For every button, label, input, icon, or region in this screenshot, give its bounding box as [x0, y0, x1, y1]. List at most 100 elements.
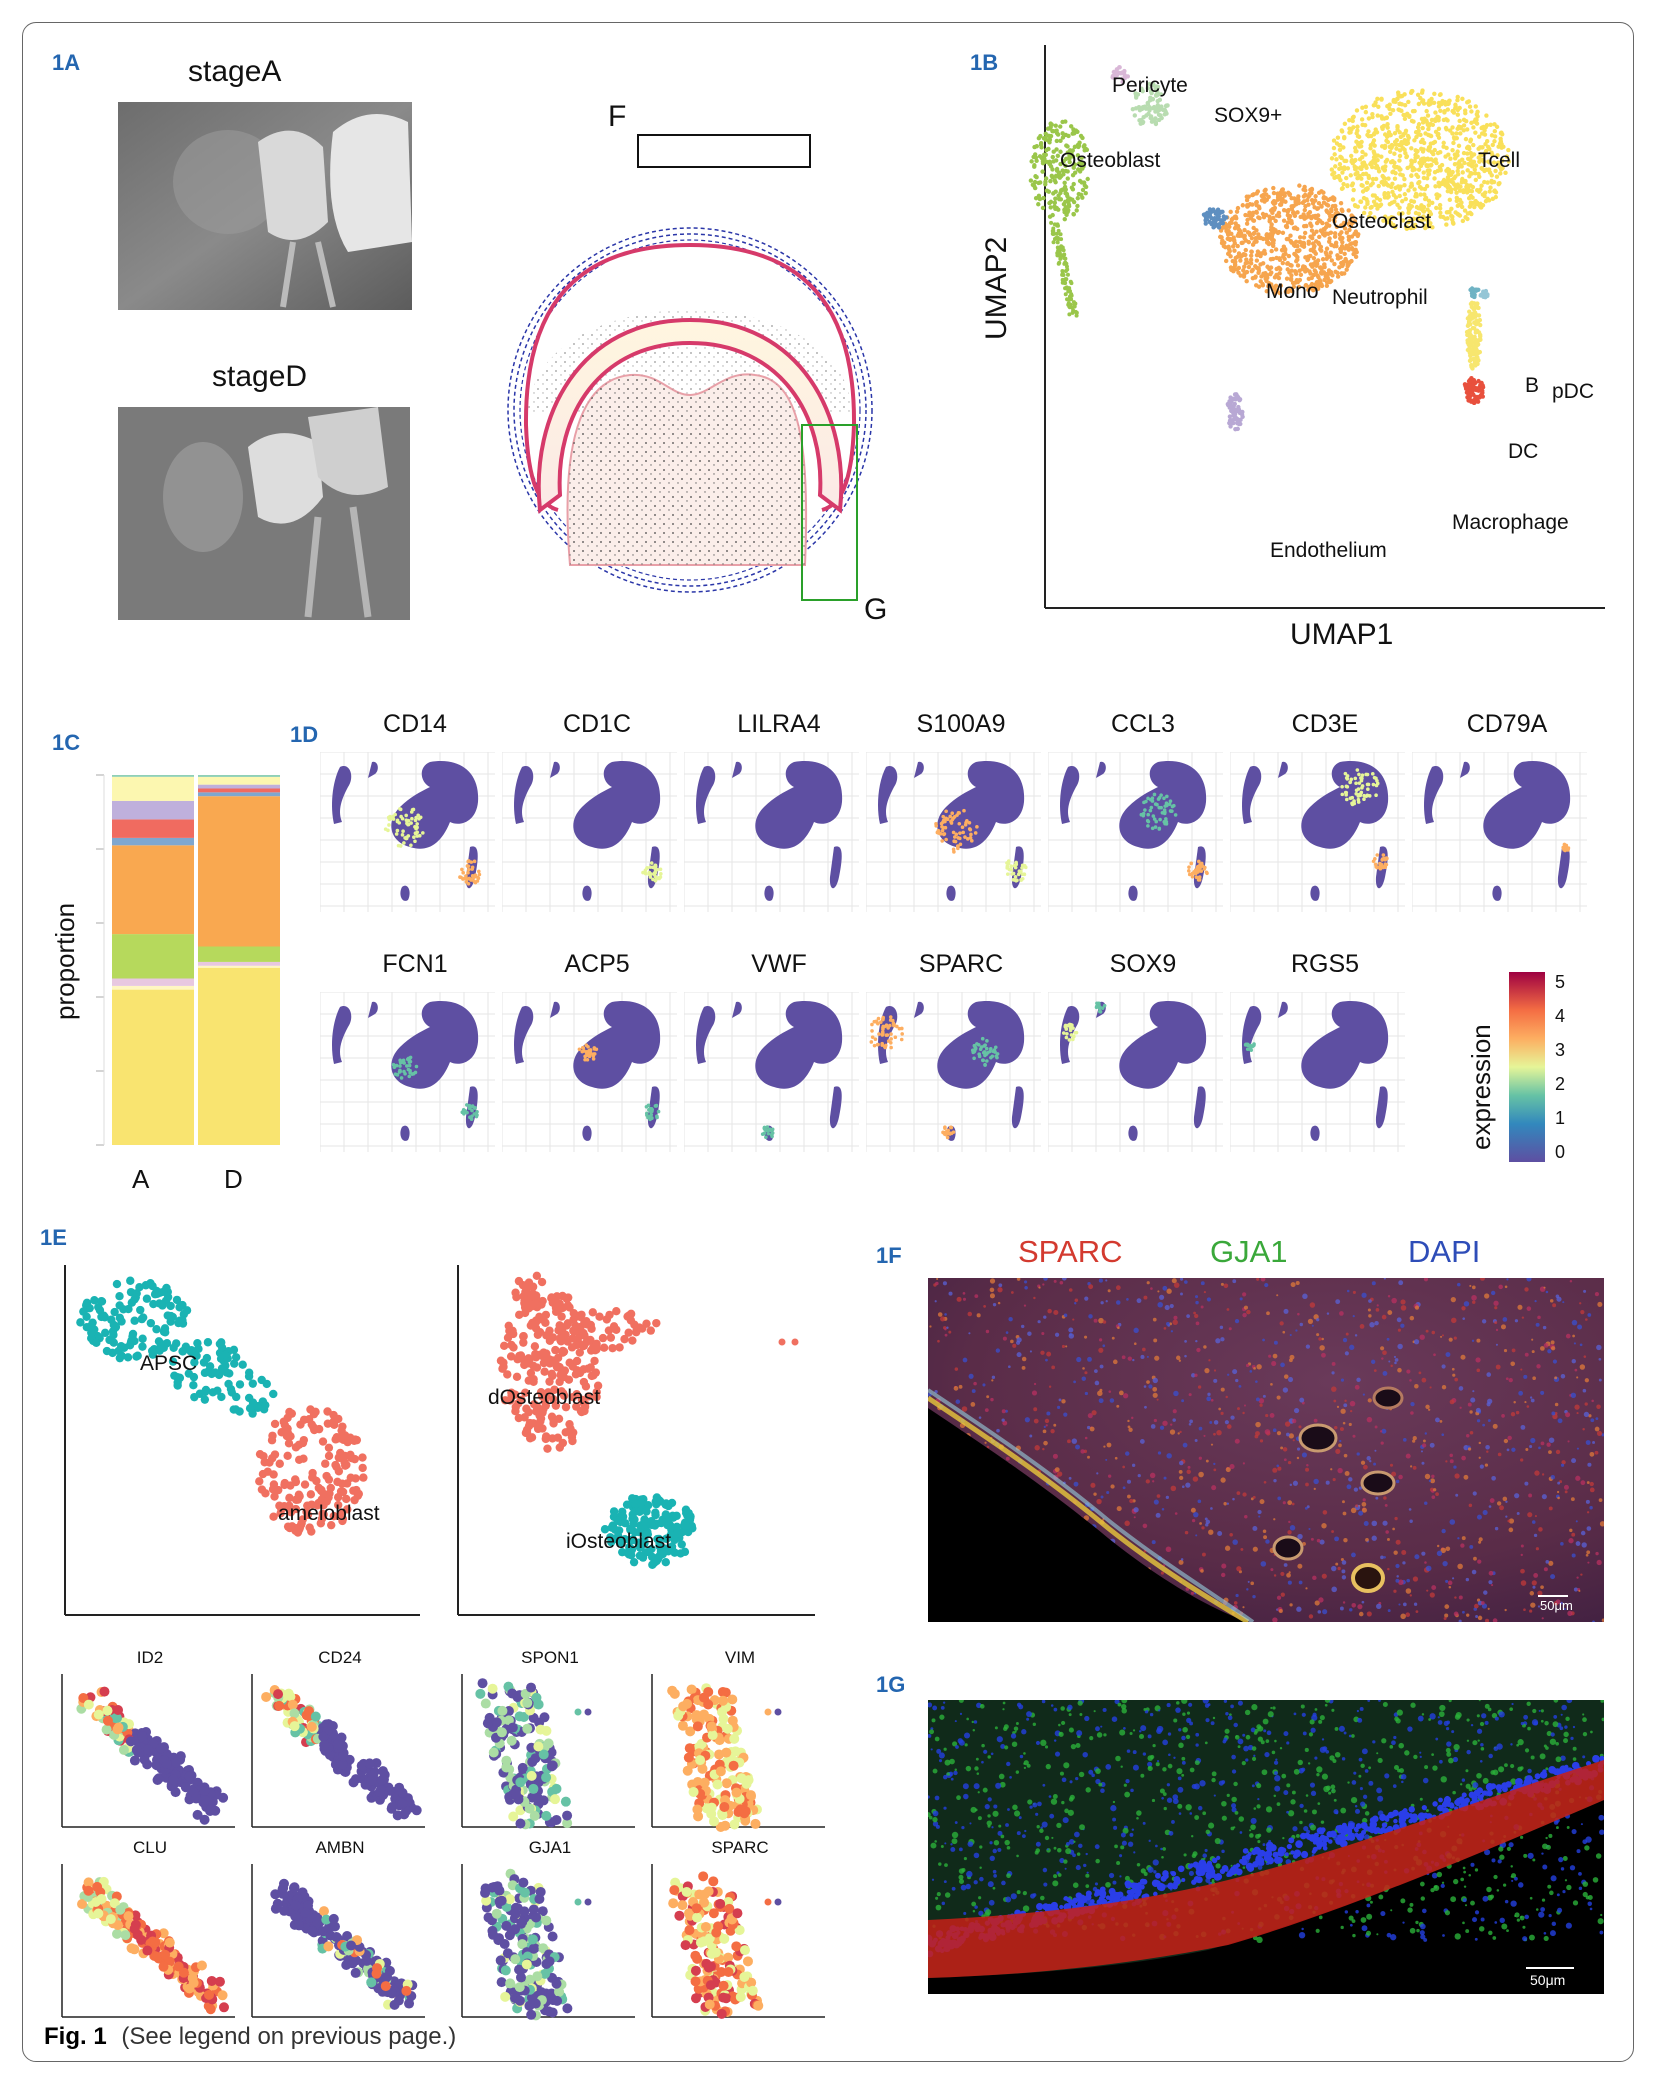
umap-point: [1506, 147, 1511, 153]
expression-point: [1146, 824, 1150, 828]
umap-point: [1376, 183, 1381, 189]
stage-a-label: stageA: [188, 55, 282, 88]
expression-point: [948, 814, 953, 819]
cell-point: [117, 1351, 126, 1360]
feature-plot: [1048, 992, 1223, 1152]
expression-point: [1371, 782, 1376, 787]
cell-point: [651, 1508, 660, 1517]
umap-point: [1448, 172, 1453, 178]
umap-point: [1363, 109, 1369, 115]
umap-point: [1064, 212, 1069, 218]
cell-point: [102, 1715, 113, 1726]
umap-point: [1298, 272, 1304, 277]
umap-point: [1330, 204, 1336, 209]
stack-segment: [112, 978, 194, 986]
umap-point: [1339, 128, 1344, 133]
cell-point: [196, 1960, 207, 1971]
umap-point: [1488, 122, 1493, 127]
umap-point: [1310, 236, 1315, 241]
expression-point: [764, 1135, 768, 1140]
cell-point: [90, 1296, 99, 1305]
umap-point: [1452, 182, 1457, 187]
expression-point: [476, 875, 480, 880]
umap-point: [1392, 151, 1397, 156]
expression-point: [1357, 792, 1361, 797]
cell-point: [727, 1694, 738, 1705]
umap-point: [1460, 96, 1465, 102]
umap-point: [1449, 179, 1454, 184]
umap-point: [1426, 157, 1431, 162]
cell-point: [218, 2002, 229, 2013]
cell-point: [248, 1379, 257, 1388]
cell-point: [261, 1489, 270, 1498]
umap-point: [1437, 202, 1443, 208]
umap-point: [1204, 217, 1210, 222]
umap-point: [1054, 138, 1060, 144]
umap-point: [1345, 166, 1351, 171]
cell-point: [226, 1384, 236, 1394]
expression-point: [1011, 878, 1016, 882]
umap-point: [1397, 205, 1402, 210]
umap-point: [1360, 183, 1365, 188]
expression-point: [459, 875, 463, 880]
umap-point: [1070, 154, 1076, 159]
umap-point: [1457, 118, 1462, 124]
gene-label-sox9: SOX9: [1109, 950, 1177, 978]
umap-point: [1477, 349, 1483, 355]
umap-point: [1490, 142, 1495, 148]
umap-point: [1464, 182, 1470, 188]
cell-point: [286, 1432, 295, 1441]
expression-point: [881, 1015, 886, 1020]
gene-mini-plot: [651, 1674, 825, 1832]
expression-point: [1375, 865, 1379, 870]
cell-point: [351, 1474, 360, 1483]
cell-point: [332, 1739, 343, 1750]
expression-point: [653, 878, 658, 882]
umap-point: [1309, 223, 1314, 229]
cell-point: [284, 1439, 294, 1448]
cell-point: [303, 1706, 314, 1717]
umap-point: [1063, 163, 1068, 169]
cell-point: [532, 1271, 542, 1281]
cell-point: [682, 1698, 693, 1709]
cell-point: [506, 1735, 517, 1746]
umap-point: [1346, 262, 1351, 267]
expression-point: [950, 811, 955, 816]
expression-point: [464, 874, 468, 878]
stack-segment: [198, 946, 280, 962]
expression-point: [967, 820, 972, 825]
umap-point: [1445, 209, 1451, 215]
umap-point: [1317, 234, 1322, 240]
expression-point: [583, 1054, 587, 1059]
umap-point: [1479, 183, 1484, 188]
expression-point: [406, 1056, 411, 1061]
umap-point: [1284, 236, 1290, 242]
umap-point: [1254, 200, 1259, 205]
umap-point: [1313, 194, 1318, 199]
cell-point: [519, 1332, 528, 1341]
umap-point: [1415, 216, 1420, 221]
umap-point: [1474, 200, 1480, 205]
umap-point: [1450, 125, 1455, 130]
cell-point: [684, 1743, 695, 1754]
cell-point: [647, 1517, 656, 1526]
feature-plot: [1048, 752, 1223, 912]
expression-point: [1344, 776, 1349, 780]
umap-point: [1313, 251, 1318, 256]
umap-point: [1480, 394, 1485, 399]
umap-point: [1471, 125, 1476, 130]
umap-point: [1043, 135, 1048, 141]
umap-point: [1463, 215, 1468, 220]
umap-point: [1458, 131, 1463, 136]
cell-point: [76, 1318, 85, 1327]
gene-label-cd24: CD24: [318, 1648, 362, 1667]
expression-point: [409, 821, 413, 825]
expression-point: [1152, 817, 1157, 821]
umap-point: [1338, 177, 1343, 183]
umap-point: [1222, 225, 1227, 230]
stack-segment: [198, 961, 280, 966]
umap-point: [1447, 98, 1452, 103]
umap-point: [1055, 253, 1060, 258]
umap-point: [1400, 173, 1405, 178]
umap-point: [1371, 103, 1377, 108]
